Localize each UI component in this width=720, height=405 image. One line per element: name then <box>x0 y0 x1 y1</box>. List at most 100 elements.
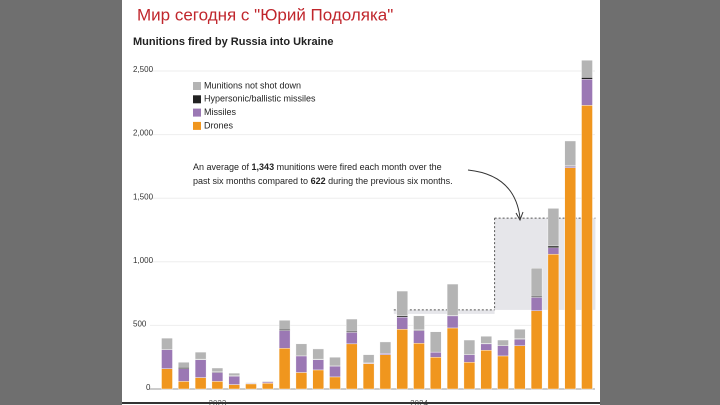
bar-segment <box>514 339 526 346</box>
bar-segment <box>581 79 593 106</box>
annotation: An average of 1,343 munitions were fired… <box>193 162 442 172</box>
bar-segment <box>430 351 442 358</box>
bar-segment <box>278 330 291 349</box>
bar-segment <box>430 331 442 353</box>
legend-label: Hypersonic/ballistic missiles <box>204 94 316 104</box>
bar-segment <box>379 354 392 390</box>
bar-segment <box>547 245 560 249</box>
bar-segment <box>262 383 274 390</box>
bar-segment <box>446 283 459 316</box>
annotation-text: An average of <box>193 162 252 172</box>
bar-segment <box>278 320 291 330</box>
annotation-number: 1,343 <box>252 162 275 172</box>
legend-swatch <box>193 121 201 130</box>
arrow-head <box>515 211 524 222</box>
bar-segment <box>262 381 274 383</box>
header: Мир сегодня с "Юрий Подоляка" <box>137 5 393 24</box>
annotation-text: during the previous six months. <box>326 176 453 186</box>
bar-segment <box>497 355 509 390</box>
bar-segment <box>346 318 358 332</box>
bar-segment <box>161 349 173 369</box>
bar-segment <box>564 140 576 166</box>
annotation-number: 622 <box>311 176 326 186</box>
bar-segment <box>581 105 593 390</box>
annotation-text: past six months compared to <box>193 176 311 186</box>
legend-label: Munitions not shot down <box>204 80 301 90</box>
bar-segment <box>329 376 341 390</box>
bar-segment <box>463 339 476 355</box>
bar-segment <box>480 343 492 351</box>
bar-segment <box>362 354 375 364</box>
bar-segment <box>245 382 257 384</box>
bar-segment <box>194 377 207 390</box>
bar-segment <box>312 369 324 390</box>
average-band <box>393 309 495 314</box>
bar-segment <box>547 208 560 247</box>
annotation-text: munitions were fired each month over the <box>274 162 442 172</box>
bar-segment <box>362 363 375 390</box>
bar-segment <box>396 290 408 317</box>
y-tick-label: 0 <box>146 383 151 392</box>
bar-segment <box>463 354 476 363</box>
bar-segment <box>413 343 425 390</box>
bar-segment <box>211 381 224 390</box>
bar-segment <box>430 357 442 390</box>
y-tick-label: 2,000 <box>133 129 154 138</box>
bar-segment <box>178 362 190 368</box>
bar-segment <box>228 372 240 376</box>
bar-segment <box>194 359 207 378</box>
plot: 05001,0001,5002,0002,50020232024Munition… <box>133 60 596 405</box>
legend-label: Missiles <box>204 107 237 117</box>
bar-segment <box>178 368 190 382</box>
panel <box>122 0 600 405</box>
bar-segment <box>295 372 308 390</box>
bar-segment <box>413 315 425 331</box>
legend-swatch <box>193 108 201 117</box>
bar-segment <box>413 330 425 344</box>
bar-segment <box>278 348 291 390</box>
legend-swatch <box>193 82 201 90</box>
annotation: past six months compared to 622 during t… <box>193 176 453 186</box>
bar-segment <box>161 337 173 350</box>
bar-segment <box>194 351 207 360</box>
bar-segment <box>228 376 240 385</box>
bar-segment <box>530 297 543 311</box>
bar-segment <box>295 343 308 356</box>
legend-label: Drones <box>204 120 234 130</box>
bar-segment <box>497 345 509 357</box>
bar-segment <box>346 343 358 390</box>
arrow <box>467 169 521 219</box>
bar-segment <box>446 327 459 390</box>
bar-segment <box>463 362 476 390</box>
y-tick-label: 2,500 <box>133 65 154 74</box>
bar-segment <box>295 355 308 373</box>
y-tick-label: 1,000 <box>133 256 154 265</box>
bar-segment <box>581 60 593 78</box>
legend-swatch <box>193 95 201 104</box>
bar-segment <box>245 383 257 390</box>
bar-segment <box>379 341 392 354</box>
bar-segment <box>329 365 341 378</box>
bar-segment <box>547 253 560 390</box>
chart-title: Munitions fired by Russia into Ukraine <box>133 36 333 48</box>
bar-segment <box>329 357 341 366</box>
bar-segment <box>211 367 224 373</box>
bar-segment <box>312 348 324 360</box>
bar-segment <box>228 384 240 390</box>
bar-segment <box>211 372 224 382</box>
bar-segment <box>480 336 492 344</box>
bar-segment <box>346 332 358 345</box>
y-tick-label: 500 <box>133 320 147 329</box>
bar-segment <box>514 329 526 339</box>
bar-segment <box>446 315 459 329</box>
bar-segment <box>396 316 408 330</box>
average-band <box>494 218 596 310</box>
bar-segment <box>312 359 324 371</box>
bar-segment <box>530 267 543 297</box>
bar-segment <box>564 167 576 390</box>
bar-segment <box>514 345 526 390</box>
y-tick-label: 1,500 <box>133 192 154 201</box>
bar-segment <box>480 350 492 390</box>
